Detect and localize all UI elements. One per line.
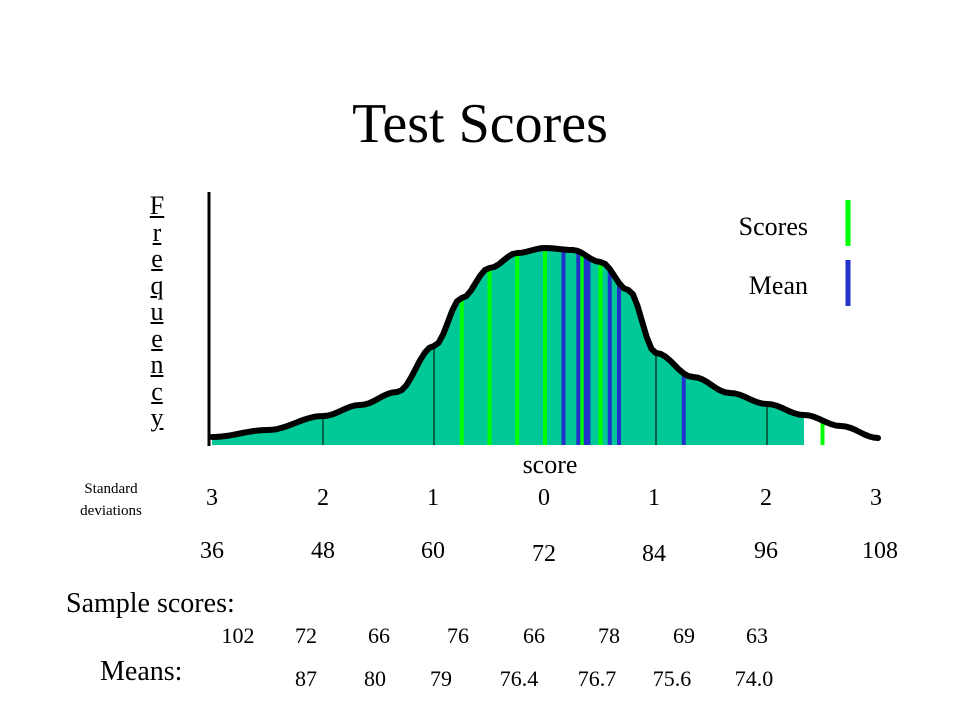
score-tick-label-2: 60: [421, 538, 445, 564]
mean-value-3: 76.4: [499, 666, 539, 691]
sd-tick-label-3: 0: [538, 485, 550, 511]
legend-scores-label: Scores: [738, 212, 808, 241]
mean-value-6: 74.0: [734, 666, 774, 691]
sample-score-value-1: 72: [295, 623, 317, 648]
y-axis-label-letter-1: r: [152, 217, 162, 247]
means-label: Means:: [100, 656, 183, 687]
score-tick-label-0: 36: [200, 538, 224, 564]
standard-deviations-label: Standard deviations: [80, 481, 142, 519]
y-axis-label-letter-0: F: [149, 191, 165, 220]
y-axis-label-letter-4: u: [150, 297, 164, 326]
sample-score-value-3: 76: [447, 623, 469, 648]
score-tick-label-5: 96: [754, 538, 778, 564]
sample-scores-label: Sample scores:: [66, 588, 235, 619]
score-tick-label-1: 48: [311, 538, 335, 564]
sample-score-value-5: 78: [598, 623, 620, 648]
sd-tick-label-4: 1: [648, 485, 660, 511]
mean-value-0: 87: [295, 666, 317, 691]
y-axis-label-letter-5: e: [151, 323, 163, 353]
normal-curve-line: [209, 245, 881, 441]
legend-mean-label: Mean: [748, 271, 808, 300]
mean-value-2: 79: [430, 666, 452, 691]
sd-tick-label-6: 3: [870, 485, 882, 511]
sd-tick-label-2: 1: [427, 485, 439, 511]
score-tick-label-4: 84: [642, 541, 666, 567]
score-tick-label-6: 108: [862, 538, 898, 564]
mean-value-4: 76.7: [577, 666, 617, 691]
sample-score-value-7: 63: [746, 623, 768, 648]
sd-tick-label-1: 2: [317, 485, 329, 511]
y-axis-label-letter-6: n: [150, 350, 164, 379]
mean-value-5: 75.6: [652, 666, 692, 691]
y-axis-label-letter-3: q: [150, 270, 164, 300]
y-axis-label-letter-8: y: [150, 403, 164, 432]
sample-score-value-0: 102: [221, 623, 255, 648]
score-tick-label-3: 72: [532, 541, 556, 567]
sample-score-value-4: 66: [523, 623, 545, 648]
y-axis-label-letter-7: c: [151, 376, 163, 406]
y-axis-label-letter-2: e: [151, 244, 163, 273]
sd-tick-label-5: 2: [760, 485, 772, 511]
sample-score-value-6: 69: [673, 623, 695, 648]
mean-value-1: 80: [364, 666, 386, 691]
sample-score-value-2: 66: [368, 623, 390, 648]
x-axis-label: score: [522, 450, 578, 479]
sd-tick-label-0: 3: [206, 485, 218, 511]
chart-title: Test Scores: [352, 93, 608, 155]
